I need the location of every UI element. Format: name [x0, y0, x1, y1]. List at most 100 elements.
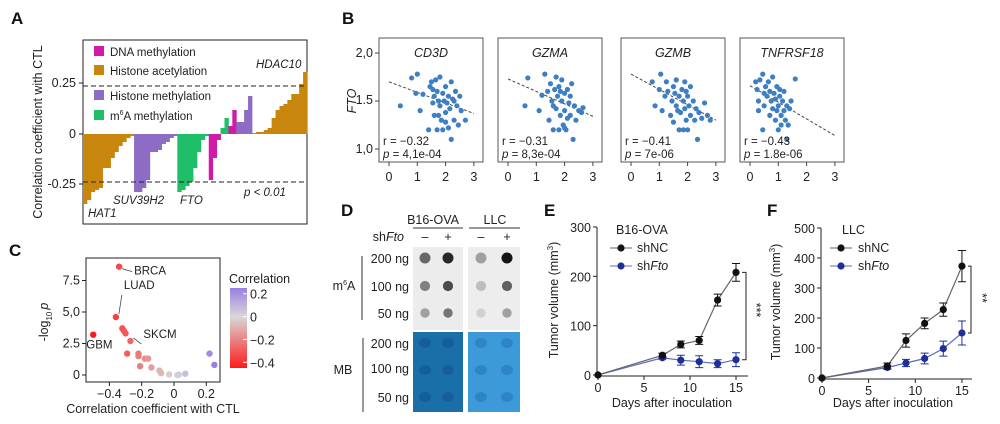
y-axis-label: Tumor volume (mm3): [546, 242, 561, 359]
amount-label: 50 ng: [378, 391, 409, 405]
x-axis-label: Days after inoculation: [833, 396, 953, 410]
scatter-point: [673, 77, 679, 83]
panel-label-b: B: [342, 9, 354, 28]
bar-histone-acetylation: [287, 100, 292, 134]
series-line: [597, 272, 737, 376]
mb-dot: [442, 338, 454, 348]
data-point: [695, 336, 703, 345]
panel-label-c: C: [9, 241, 21, 260]
cancer-type-point: [175, 371, 183, 378]
chart-title: LLC: [842, 223, 865, 237]
scatter-point: [693, 106, 699, 112]
scatter-point: [566, 100, 572, 106]
scatter-point: [448, 136, 454, 142]
y-tick-label: 500: [794, 222, 815, 236]
scatter-point: [430, 100, 436, 106]
scatter-point: [434, 127, 440, 133]
significance-marker: **: [975, 293, 989, 303]
bar-histone-methylation: [248, 96, 253, 134]
panel-a-bars: [83, 72, 308, 204]
bar-histone-acetylation: [90, 134, 96, 192]
scatter-point: [525, 75, 531, 81]
scatter-point: [452, 88, 459, 94]
mb-label: MB: [334, 363, 353, 377]
panel-label-a: A: [11, 9, 23, 28]
data-point: [902, 336, 910, 345]
scatter-point: [443, 109, 449, 116]
scatter-point: [784, 136, 790, 142]
point-label-brca: BRCA: [134, 266, 166, 278]
bar-dna-methylation: [216, 134, 221, 140]
scatter-point: [435, 98, 442, 104]
scatter-point: [445, 125, 452, 131]
amount-label: 200 ng: [371, 337, 409, 351]
regression-line: [388, 81, 475, 114]
bar-histone-methylation: [138, 134, 143, 192]
scatter-point: [762, 84, 769, 90]
r-value: r = −0.32: [383, 136, 429, 148]
y-tick-label: 0.25: [52, 76, 76, 90]
scatter-point: [770, 74, 776, 80]
scatter-point: [562, 125, 568, 131]
scatter-panel-tnfrsf18: TNFRSF18 r = −0.43p = 1.8e-06 0 1 2 3: [739, 37, 845, 184]
significance-marker: ***: [749, 303, 763, 318]
bar-histone-methylation: [153, 134, 159, 152]
scatter-point: [764, 93, 770, 99]
cancer-type-point: [148, 364, 155, 371]
x-tick-label: 3: [712, 170, 719, 184]
scatter-point: [680, 127, 686, 133]
annotation-suv39h2: SUV39H2: [113, 195, 165, 207]
scatter-point: [685, 93, 691, 99]
mb-dot: [442, 392, 454, 402]
series-shnc: [818, 250, 966, 382]
x-tick-label: 0: [171, 387, 178, 401]
cancer-type-point: [157, 369, 165, 377]
legend-label-shnc: shNC: [637, 241, 668, 255]
plot-frame: [620, 37, 726, 163]
sign-label: –: [422, 230, 429, 244]
colorbar: [230, 288, 247, 368]
scatter-point: [462, 117, 469, 123]
y-axis-label: Correlation coefficient with CTL: [31, 45, 45, 219]
y-tick-label: 2.5: [63, 337, 80, 351]
scatter-point: [545, 88, 551, 94]
scatter-point: [670, 119, 677, 125]
colorbar-tick-label: −0.2: [250, 333, 275, 347]
data-point: [695, 358, 703, 366]
x-tick-label: 2: [442, 170, 449, 184]
data-point: [921, 354, 929, 363]
bar-histone-acetylation: [94, 134, 100, 190]
scatter-point: [755, 98, 762, 104]
scatter-point: [696, 109, 702, 116]
scatter-point: [539, 92, 545, 98]
scatter-point: [687, 112, 694, 118]
bar-histone-acetylation: [251, 133, 257, 134]
scatter-point: [670, 84, 677, 90]
scatter-point: [420, 91, 426, 97]
bar-m6a-methylation: [189, 134, 194, 182]
scatter-point: [562, 108, 568, 114]
scatter-point: [760, 71, 766, 77]
point-label-gbm: GBM: [86, 340, 112, 352]
legend-swatch-histone-acetylation: [94, 65, 104, 75]
m6a-dot: [442, 280, 454, 292]
x-tick-label: 10: [908, 384, 922, 398]
scatter-title: CD3D: [414, 46, 448, 60]
panel-c-frame: [85, 257, 221, 383]
scatter-point: [690, 98, 696, 104]
scatter-point: [431, 112, 437, 118]
bar-histone-acetylation: [83, 134, 88, 204]
legend-label: DNA methylation: [110, 47, 196, 59]
scatter-point: [694, 136, 701, 142]
cancer-type-point: [136, 362, 144, 370]
p-value: p = 8,3e-04: [501, 149, 561, 161]
scatter-point: [428, 79, 435, 85]
scatter-point: [649, 79, 655, 85]
scatter-point: [414, 71, 420, 77]
legend-swatch-histone-methylation: [94, 90, 104, 100]
point-label-luad: LUAD: [124, 280, 155, 292]
panel-label-d: D: [341, 201, 353, 220]
scatter-point: [550, 127, 556, 133]
panel-d-dot-blot: B16-OVA LLC shFto – + – + m6A MB 200 ng …: [333, 213, 520, 412]
